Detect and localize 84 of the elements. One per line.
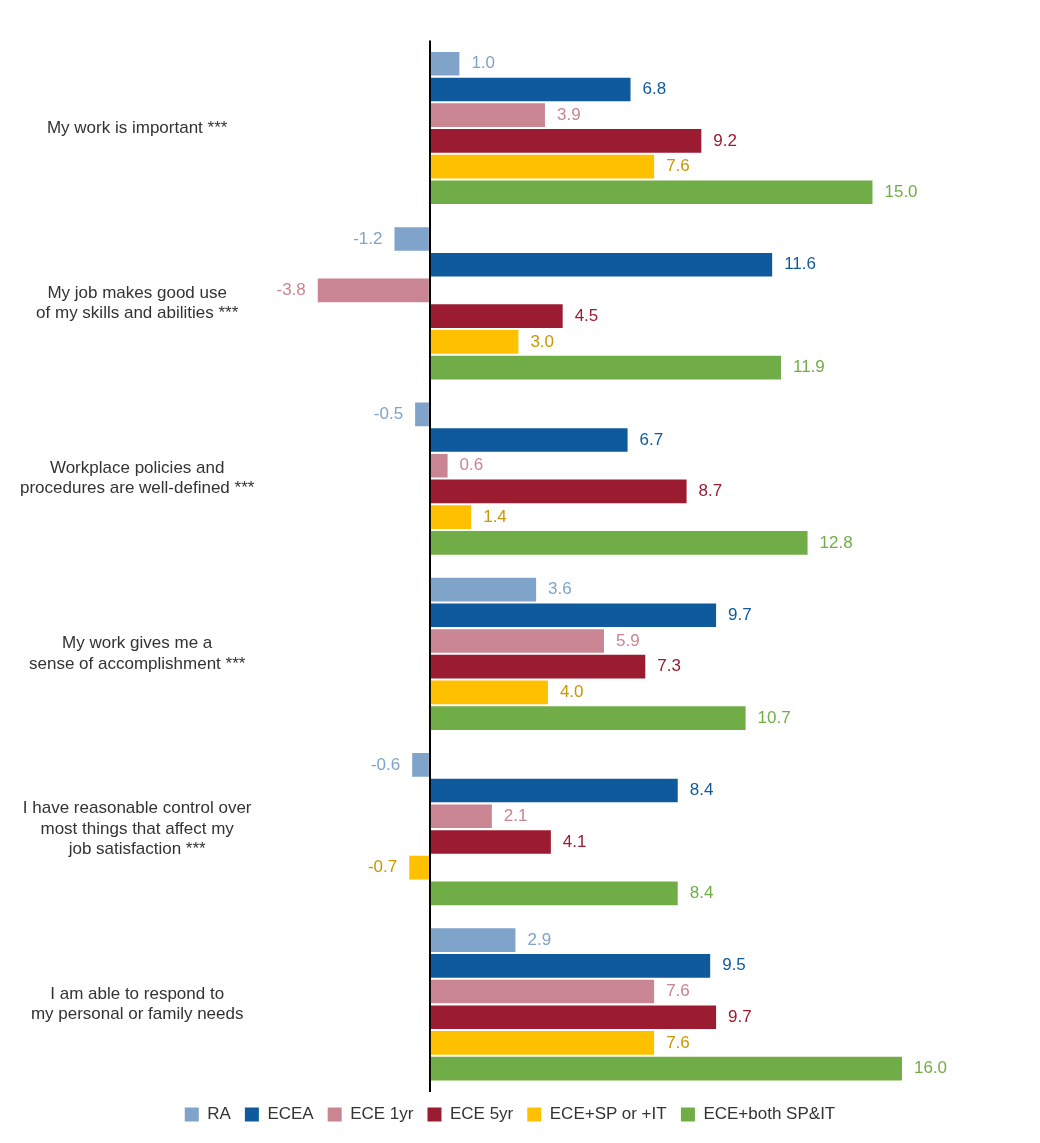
- legend-label: ECEA: [267, 1104, 315, 1124]
- bar: [317, 278, 429, 303]
- data-label: 10.7: [757, 707, 791, 727]
- data-label: -3.8: [276, 280, 306, 300]
- data-label: 4.0: [559, 682, 584, 702]
- y-tick-label: My job makes good use of my skills and abilities ***: [36, 282, 239, 323]
- data-label: 7.3: [657, 656, 681, 676]
- bar: [430, 706, 746, 730]
- bar: [409, 855, 429, 880]
- bar: [430, 1031, 655, 1055]
- data-label: -0.6: [370, 754, 401, 774]
- data-label: 8.4: [689, 883, 714, 903]
- bar: [430, 778, 678, 803]
- data-label: 3.6: [548, 579, 572, 599]
- data-label: 5.9: [615, 630, 640, 650]
- data-label: 6.7: [639, 429, 664, 449]
- bar: [430, 129, 702, 153]
- bar: [430, 252, 773, 277]
- bar: [430, 103, 545, 128]
- y-tick-label: I have reasonable control over most things that affect my job satisfaction ***: [22, 798, 252, 859]
- data-label: 1.0: [471, 53, 496, 73]
- y-tick-label: My work is important ***: [46, 117, 228, 137]
- bar: [430, 77, 631, 102]
- data-label: -0.5: [373, 403, 404, 423]
- bar: [430, 979, 655, 1004]
- data-label: 3.9: [556, 104, 581, 124]
- bar: [430, 953, 711, 978]
- data-label: 9.7: [728, 1006, 752, 1026]
- data-label: 12.8: [819, 532, 853, 552]
- y-tick-label: My work gives me a sense of accomplishment ***: [28, 633, 246, 673]
- data-label: 11.6: [784, 254, 816, 274]
- bar: [430, 881, 678, 906]
- data-label: -1.2: [353, 228, 383, 248]
- bar: [430, 603, 717, 628]
- data-label: 7.6: [666, 156, 690, 176]
- data-label: -0.7: [367, 857, 398, 877]
- data-label: 7.6: [666, 981, 690, 1001]
- bar: [430, 154, 655, 179]
- bar: [430, 680, 548, 705]
- bar: [430, 453, 448, 478]
- bar: [430, 1005, 717, 1030]
- legend-label: ECE 5yr: [449, 1104, 514, 1124]
- data-label: 2.9: [527, 929, 552, 949]
- bar: [415, 402, 429, 427]
- data-label: 9.5: [722, 955, 746, 975]
- data-label: 8.7: [698, 481, 723, 501]
- bar: [430, 428, 628, 452]
- bar: [430, 355, 781, 380]
- legend-label: ECE+both SP&IT: [703, 1104, 836, 1124]
- bar: [430, 830, 551, 854]
- data-label: 0.6: [459, 455, 484, 475]
- legend-label: RA: [207, 1104, 232, 1124]
- y-tick-label: Workplace policies and procedures are well-defined ***: [20, 458, 255, 498]
- bar: [430, 505, 472, 529]
- data-label: 7.6: [666, 1032, 690, 1052]
- data-label: 6.8: [642, 79, 667, 99]
- bar: [430, 1056, 902, 1081]
- data-label: 15.0: [884, 181, 918, 201]
- y-tick-label: I am able to respond to my personal or family needs: [30, 983, 244, 1024]
- bar: [430, 51, 460, 76]
- bar: [412, 753, 429, 777]
- data-label: 9.7: [728, 604, 752, 624]
- bar: [430, 479, 687, 504]
- bar: [430, 330, 519, 354]
- bar: [430, 654, 646, 679]
- bar: [430, 928, 516, 952]
- bar: [430, 804, 492, 829]
- data-label: 1.4: [483, 506, 507, 526]
- bar: [394, 227, 429, 251]
- legend-label: ECE 1yr: [350, 1104, 414, 1124]
- bar: [430, 531, 808, 555]
- data-label: 11.9: [793, 357, 825, 377]
- data-label: 16.0: [913, 1058, 948, 1078]
- bar: [430, 577, 537, 602]
- bar: [430, 629, 604, 653]
- data-label: 3.0: [530, 331, 555, 351]
- legend-label: ECE+SP or +IT: [549, 1104, 667, 1124]
- data-label: 8.4: [689, 780, 714, 800]
- bar: [430, 304, 563, 328]
- data-label: 9.2: [713, 130, 737, 150]
- data-label: 4.5: [574, 305, 599, 325]
- bar: [430, 180, 873, 205]
- data-label: 4.1: [562, 831, 587, 851]
- data-label: 2.1: [503, 805, 528, 825]
